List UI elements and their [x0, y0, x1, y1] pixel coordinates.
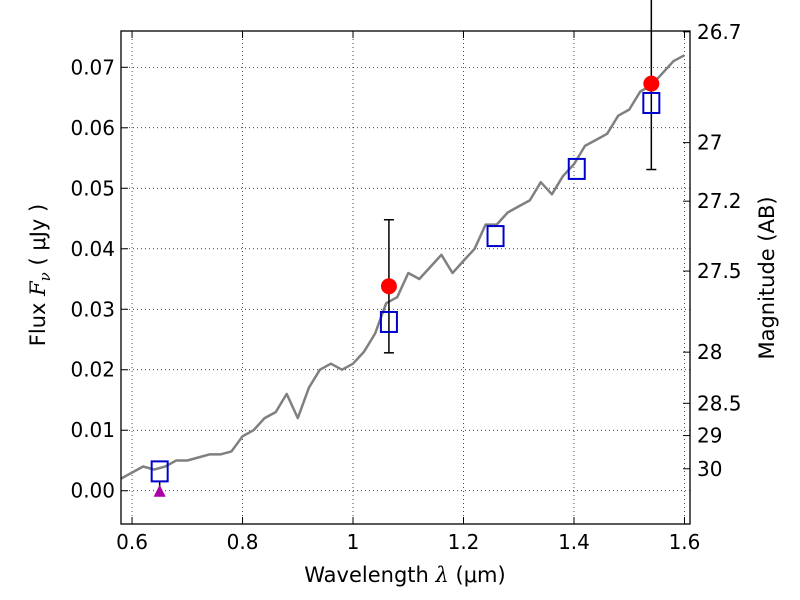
y2-tick-label: 29 [697, 424, 722, 448]
y2-tick-label: 27.2 [697, 189, 742, 213]
x-tick-label: 1.6 [669, 530, 701, 554]
y-tick-label: 0.07 [70, 55, 115, 79]
axis-ticks: 0.6 0.8 1 1.2 1.4 1.6 0.00 0.01 0.02 0.03 0.04 0.05… [70, 20, 741, 554]
y2-tick-label: 27.5 [697, 259, 742, 283]
y-tick-label: 0.05 [70, 176, 115, 200]
observed-point [380, 278, 397, 295]
x-tick-label: 1.2 [448, 530, 480, 554]
x-tick-label: 0.6 [116, 530, 148, 554]
y2-tick-label: 26.7 [697, 20, 742, 44]
y-tick-label: 0.02 [70, 358, 115, 382]
y-tick-label: 0.06 [70, 116, 115, 140]
upper-limit-triangle [153, 484, 166, 497]
y-tick-label: 0.00 [70, 479, 115, 503]
flux-points-layer [150, 0, 661, 497]
x-axis-label: Wavelength λ (μm) [304, 563, 505, 587]
y-axis-label: Flux Fν ( μJy ) [26, 204, 54, 346]
y2-tick-label: 28 [697, 340, 722, 364]
y-tick-label: 0.03 [70, 297, 115, 321]
x-tick-label: 1.4 [558, 530, 590, 554]
model-band-box [567, 157, 586, 180]
y2-tick-label: 28.5 [697, 391, 742, 415]
y2-tick-label: 30 [697, 457, 722, 481]
y-tick-label: 0.01 [70, 418, 115, 442]
observed-point [643, 75, 660, 92]
model-band-box [150, 460, 169, 483]
model-sed-layer [120, 54, 686, 480]
x-tick-label: 0.8 [227, 530, 259, 554]
x-tick-label: 1 [347, 530, 360, 554]
plot-frame [120, 30, 691, 525]
model-sed-line [120, 54, 686, 480]
y-tick-label: 0.04 [70, 237, 115, 261]
y2-tick-label: 27 [697, 131, 722, 155]
model-band-box [486, 225, 505, 248]
model-band-box [642, 91, 661, 114]
grid [121, 31, 690, 524]
model-band-box [379, 310, 398, 333]
y2-axis-label: Magnitude (AB) [755, 196, 779, 359]
